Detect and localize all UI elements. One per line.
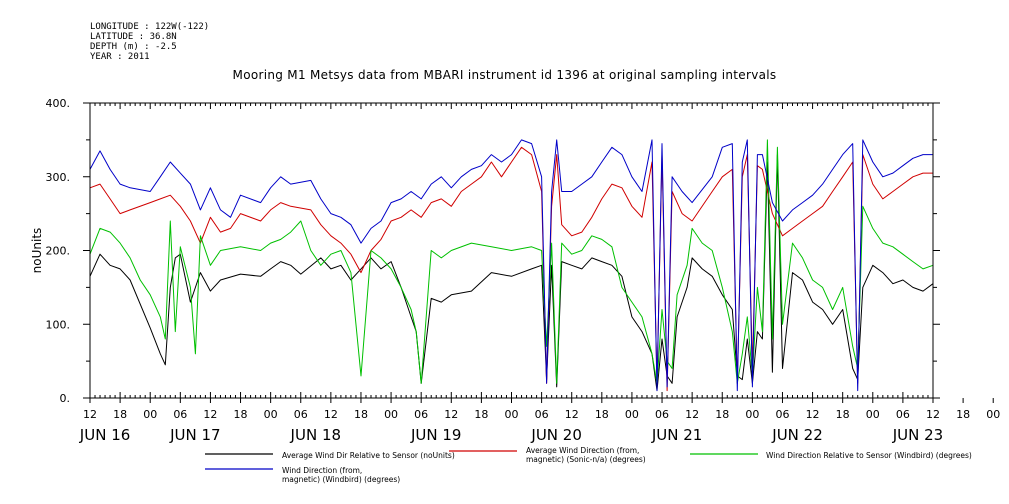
x-day-label-5: JUN 21 [651,426,702,444]
x-tick-label-5: 18 [234,408,248,421]
metadata-block: LONGITUDE : 122W(-122) LATITUDE : 36.8N … [90,22,209,62]
x-tick-label-26: 00 [866,408,880,421]
y-tick-label-3: 300. [46,171,71,184]
x-tick-label-10: 00 [384,408,398,421]
chart-title: Mooring M1 Metsys data from MBARI instru… [232,68,777,82]
depth-text: DEPTH (m) : -2.5 [90,42,177,52]
x-tick-label-7: 06 [294,408,308,421]
x-tick-label-22: 00 [745,408,759,421]
legend-label-3-line2: magnetic) (Windbird) (degrees) [282,475,401,484]
x-tick-label-19: 06 [655,408,669,421]
x-tick-label-1: 18 [113,408,127,421]
x-tick-label-3: 06 [173,408,187,421]
x-day-label-4: JUN 20 [530,426,581,444]
longitude-text: LONGITUDE : 122W(-122) [90,22,210,32]
x-tick-label-12: 12 [444,408,458,421]
x-tick-label-9: 18 [354,408,368,421]
x-day-label-1: JUN 17 [169,426,220,444]
x-tick-label-21: 18 [715,408,729,421]
y-tick-label-0: 0. [60,392,71,405]
x-tick-label-0: 12 [83,408,97,421]
x-day-label-6: JUN 22 [771,426,822,444]
series-line-2 [89,139,934,384]
year-text: YEAR : 2011 [90,52,150,62]
x-tick-label-11: 06 [414,408,428,421]
x-tick-label-14: 00 [505,408,519,421]
legend-label-0-line1: Average Wind Dir Relative to Sensor (noU… [282,451,455,460]
x-tick-label-30: 00 [986,408,1000,421]
x-tick-label-24: 12 [806,408,820,421]
x-day-label-0: JUN 16 [79,426,130,444]
y-axis-label: noUnits [30,228,44,274]
x-tick-label-8: 12 [324,408,338,421]
legend-label-1-line2: magnetic) (Sonic-n/a) (degrees) [526,455,646,464]
latitude-text: LATITUDE : 36.8N [90,32,177,42]
y-tick-label-2: 200. [46,245,71,258]
x-tick-label-18: 00 [625,408,639,421]
x-tick-label-23: 06 [775,408,789,421]
x-day-label-3: JUN 19 [410,426,461,444]
x-tick-label-20: 12 [685,408,699,421]
x-tick-label-17: 18 [595,408,609,421]
series-line-1 [89,146,933,392]
series-line-0 [89,154,934,392]
x-tick-label-16: 12 [565,408,579,421]
y-tick-label-4: 400. [46,97,71,110]
x-tick-label-13: 18 [474,408,488,421]
x-tick-label-25: 18 [836,408,850,421]
y-tick-label-1: 100. [46,318,71,331]
x-tick-label-29: 18 [956,408,970,421]
x-tick-label-28: 12 [926,408,940,421]
x-tick-label-2: 00 [143,408,157,421]
x-day-label-2: JUN 18 [290,426,341,444]
series-line-3 [89,139,933,392]
legend-label-2-line1: Wind Direction Relative to Sensor (Windb… [766,451,972,460]
legend-label-1-line1: Average Wind Direction (from, [526,446,640,455]
x-tick-label-6: 00 [264,408,278,421]
x-tick-label-4: 12 [203,408,217,421]
x-tick-label-27: 06 [896,408,910,421]
x-tick-label-15: 06 [535,408,549,421]
legend-label-3-line1: Wind Direction (from, [282,466,363,475]
x-day-label-7: JUN 23 [892,426,943,444]
